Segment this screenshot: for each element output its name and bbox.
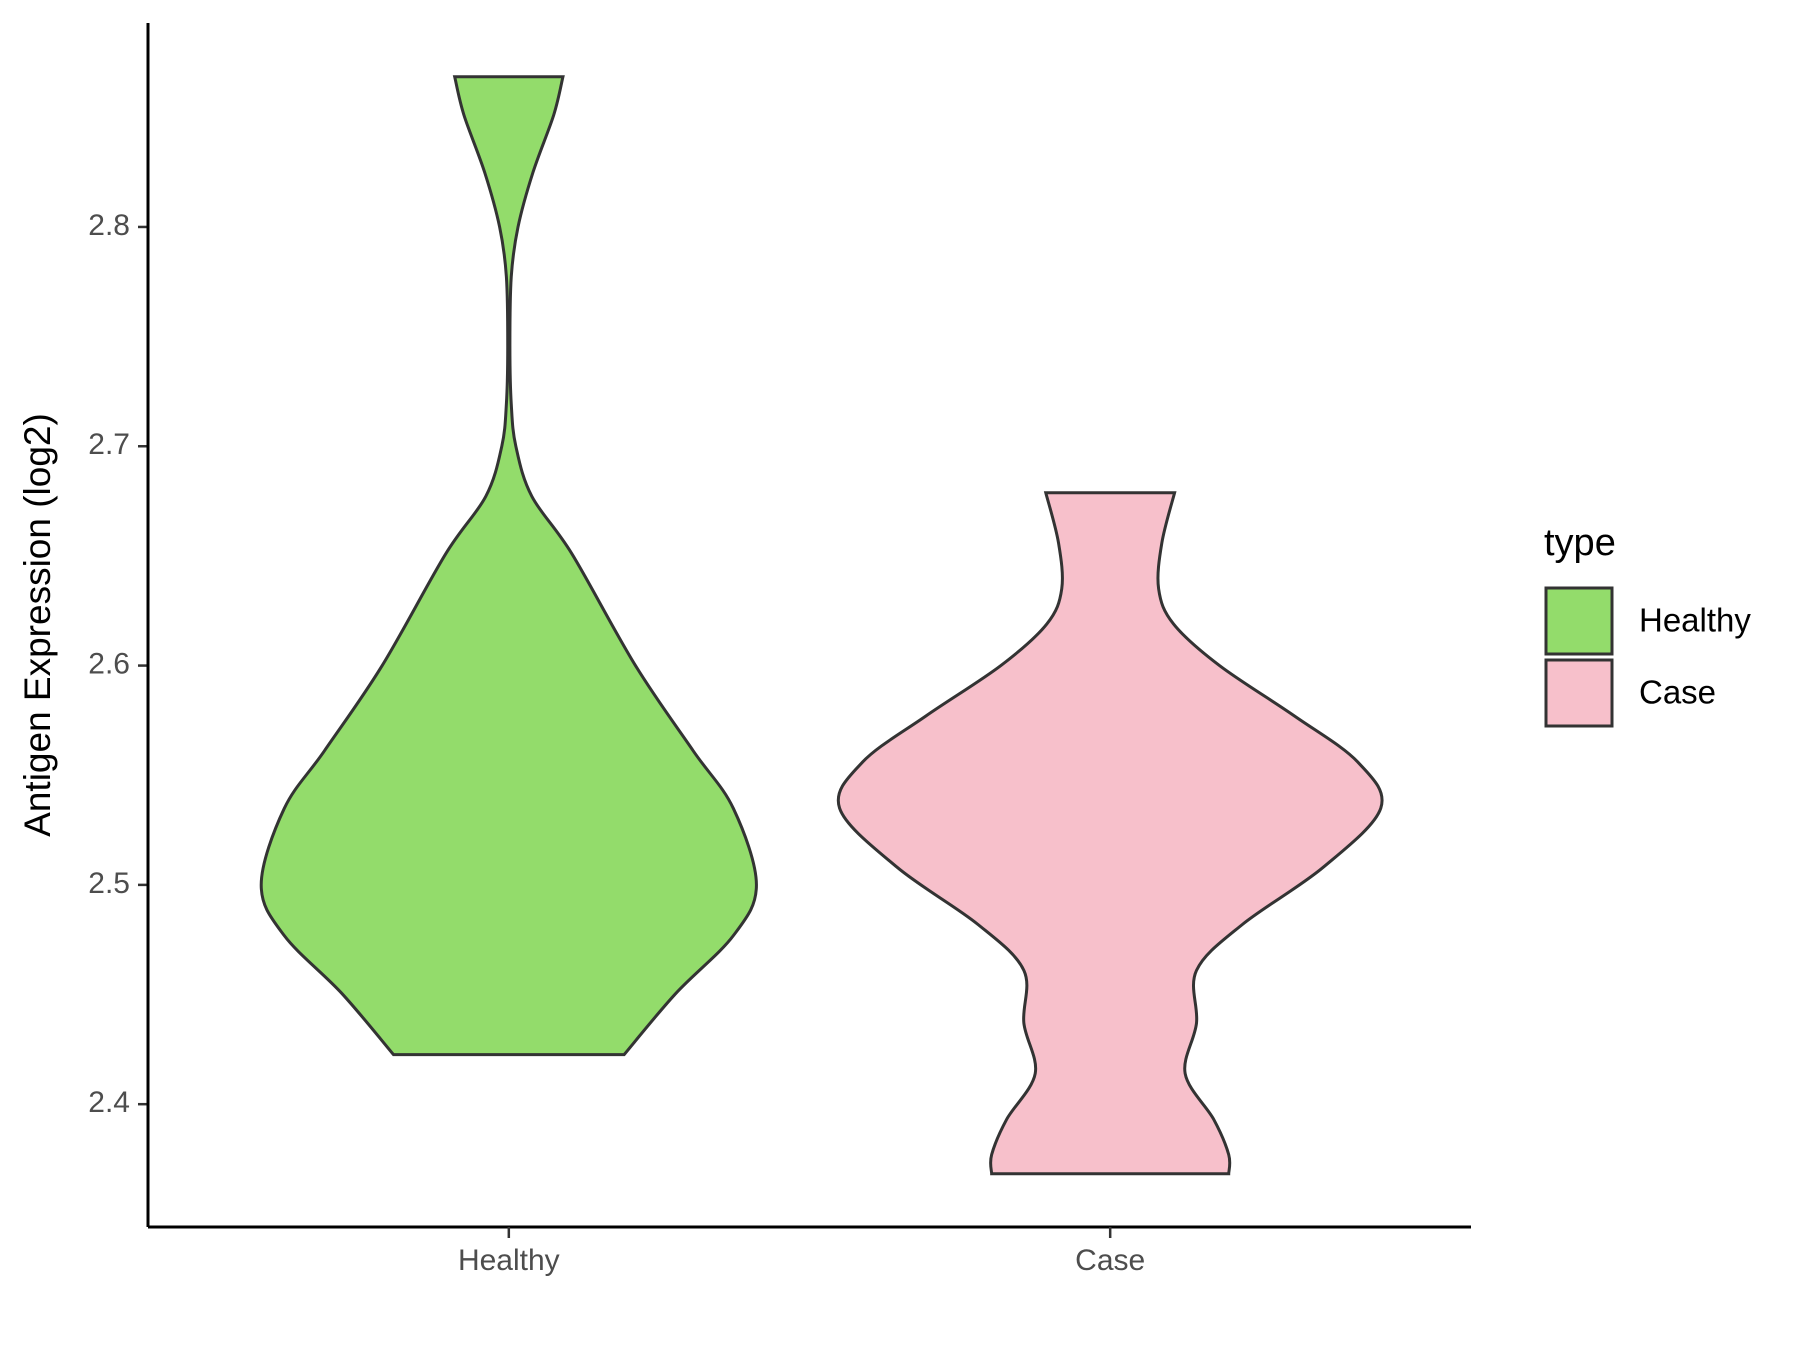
legend-label: Healthy [1639,602,1751,639]
y-tick-label: 2.6 [88,647,130,680]
violin [259,75,758,1057]
y-tick-label: 2.8 [88,209,130,242]
y-axis-title: Antigen Expression (log2) [17,413,58,837]
legend-label: Case [1639,674,1716,711]
legend-key [1544,658,1614,728]
y-tick-label: 2.7 [88,428,130,461]
legend-title: type [1544,522,1616,564]
violin [836,491,1384,1176]
legend-key [1544,586,1614,656]
x-tick-label: Case [1075,1244,1145,1277]
y-tick-label: 2.4 [88,1086,130,1119]
y-tick-label: 2.5 [88,867,130,900]
x-tick-label: Healthy [458,1244,560,1277]
